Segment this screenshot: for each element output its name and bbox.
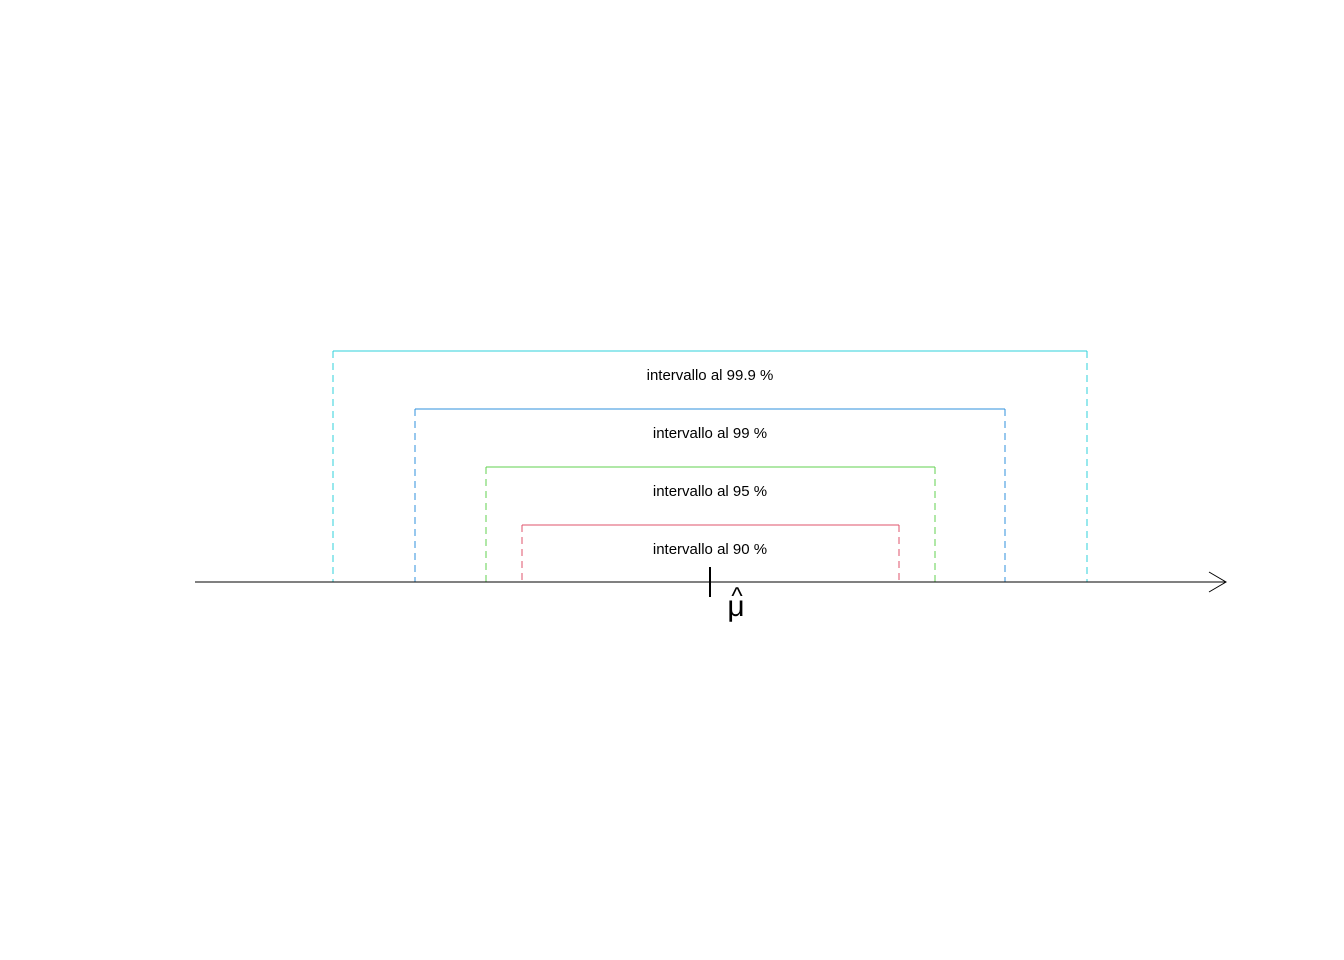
interval-90: intervallo al 90 % — [521, 524, 900, 582]
axis-arrow-icon — [1208, 571, 1227, 593]
interval-99-9-label: intervallo al 99.9 % — [647, 367, 774, 384]
interval-95-label: intervallo al 95 % — [653, 483, 767, 500]
interval-99: intervallo al 99 % — [414, 408, 1006, 582]
estimator-marker: ^ μ — [709, 567, 745, 623]
estimator-hat: ^ — [731, 583, 743, 610]
interval-90-label: intervallo al 90 % — [653, 541, 767, 558]
interval-95: intervallo al 95 % — [485, 466, 936, 582]
estimator-symbol: μ — [727, 590, 744, 623]
interval-99-label: intervallo al 99 % — [653, 425, 767, 442]
interval-99-9: intervallo al 99.9 % — [332, 350, 1088, 582]
